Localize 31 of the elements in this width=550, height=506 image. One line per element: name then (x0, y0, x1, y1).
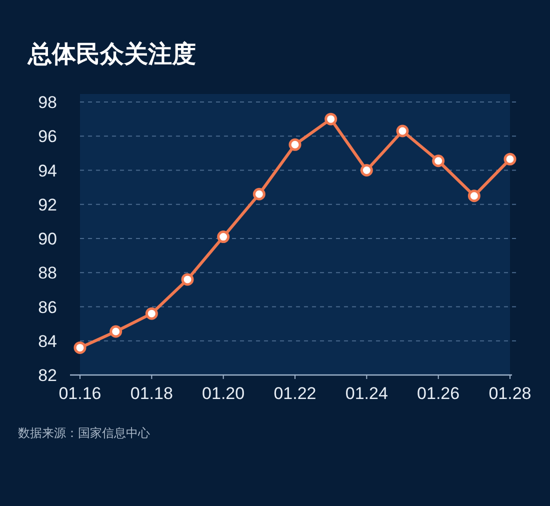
y-tick-label: 88 (38, 264, 57, 283)
source-note: 数据来源：国家信息中心 (18, 426, 150, 440)
point (252, 188, 266, 200)
point (110, 325, 122, 338)
point (324, 112, 338, 126)
y-tick-label: 90 (38, 230, 57, 248)
point (432, 154, 445, 168)
point (288, 138, 302, 151)
point (217, 230, 230, 244)
point (145, 307, 158, 320)
y-tick-label: 82 (38, 366, 57, 385)
point (396, 124, 409, 138)
x-tick-label: 01.22 (274, 384, 316, 403)
y-tick-label: 94 (38, 161, 57, 180)
y-tick-label: 98 (38, 93, 57, 112)
y-tick-label: 92 (38, 195, 57, 214)
chart-title: 总体民众关注度 (27, 41, 196, 68)
x-tick-label: 01.16 (58, 384, 102, 403)
x-tick-label: 01.28 (488, 384, 532, 403)
x-tick-label: 01.18 (130, 384, 173, 403)
point (468, 190, 480, 202)
x-tick-label: 01.26 (417, 384, 460, 403)
point (181, 273, 194, 286)
point (360, 164, 373, 176)
x-tick-label: 01.20 (202, 384, 245, 403)
y-tick-label: 84 (38, 332, 57, 351)
x-tick-label: 01.24 (345, 384, 388, 403)
y-tick-label: 86 (38, 298, 57, 317)
y-tick-label: 96 (38, 127, 57, 146)
point (74, 341, 86, 354)
point (504, 152, 516, 166)
